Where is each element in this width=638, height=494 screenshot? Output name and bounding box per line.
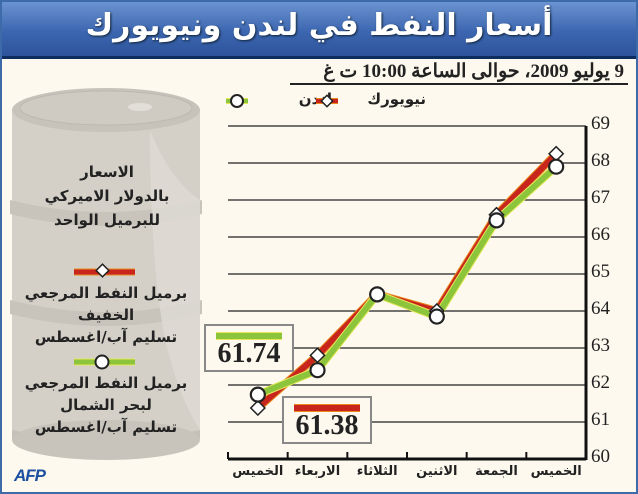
newyork-first-value: 61.38 xyxy=(295,410,359,441)
y-tick-label: 66 xyxy=(591,224,610,245)
brent-line-3: تسليم آب/اغسطس xyxy=(34,418,178,436)
brent-label: برميل النفط المرجعي لبحر الشمال تسليم آب… xyxy=(6,372,206,438)
y-tick-label: 68 xyxy=(591,150,610,171)
title-bar: أسعار النفط في لندن ونيويورك xyxy=(2,2,636,59)
units-note: الاسعار بالدولار الاميركي للبرميل الواحد xyxy=(22,160,192,232)
x-tick-label: الاثنين xyxy=(416,464,458,479)
y-tick-label: 67 xyxy=(591,187,610,208)
x-tick-label: الجمعة xyxy=(475,464,518,479)
y-tick-label: 63 xyxy=(591,335,610,356)
y-tick-label: 61 xyxy=(591,409,610,430)
units-line-3: للبرميل الواحد xyxy=(53,211,161,229)
y-tick-label: 69 xyxy=(591,113,610,134)
london-first-value-callout: 61.74 xyxy=(204,324,294,372)
y-tick-label: 65 xyxy=(591,261,610,282)
newyork-color-bar xyxy=(294,404,360,412)
legend-newyork-label: نيويورك xyxy=(367,90,426,108)
london-color-bar xyxy=(216,332,282,340)
x-tick-label: الثلاثاء xyxy=(356,464,398,479)
chart-title: أسعار النفط في لندن ونيويورك xyxy=(85,8,553,43)
brent-line-1: برميل النفط المرجعي xyxy=(24,374,188,392)
units-line-2: بالدولار الاميركي xyxy=(44,187,170,205)
x-tick-label: الخميس xyxy=(530,464,582,479)
wti-label: برميل النفط المرجعي الخفيف تسليم آب/اغسط… xyxy=(6,282,206,348)
wti-line-2: تسليم آب/اغسطس xyxy=(34,328,178,346)
brent-line-2: لبحر الشمال xyxy=(60,396,152,414)
units-line-1: الاسعار xyxy=(80,163,134,181)
london-first-value: 61.74 xyxy=(217,338,281,369)
x-tick-label: الاربعاء xyxy=(294,464,341,479)
newyork-first-value-callout: 61.38 xyxy=(282,396,372,444)
afp-logo: AFP xyxy=(14,466,46,485)
y-tick-label: 64 xyxy=(591,298,610,319)
date-subtitle: 9 يوليو 2009، حوالى الساعة 10:00 ت غ xyxy=(290,60,628,85)
y-tick-label: 60 xyxy=(591,446,610,467)
chart-legend: نيويورك لندن xyxy=(226,90,426,112)
oil-barrel-icon xyxy=(10,88,202,460)
wti-line-1: برميل النفط المرجعي الخفيف xyxy=(24,284,188,324)
x-tick-label: الخميس xyxy=(232,464,284,479)
legend-london-label: لندن xyxy=(298,90,332,108)
y-tick-label: 62 xyxy=(591,372,610,393)
